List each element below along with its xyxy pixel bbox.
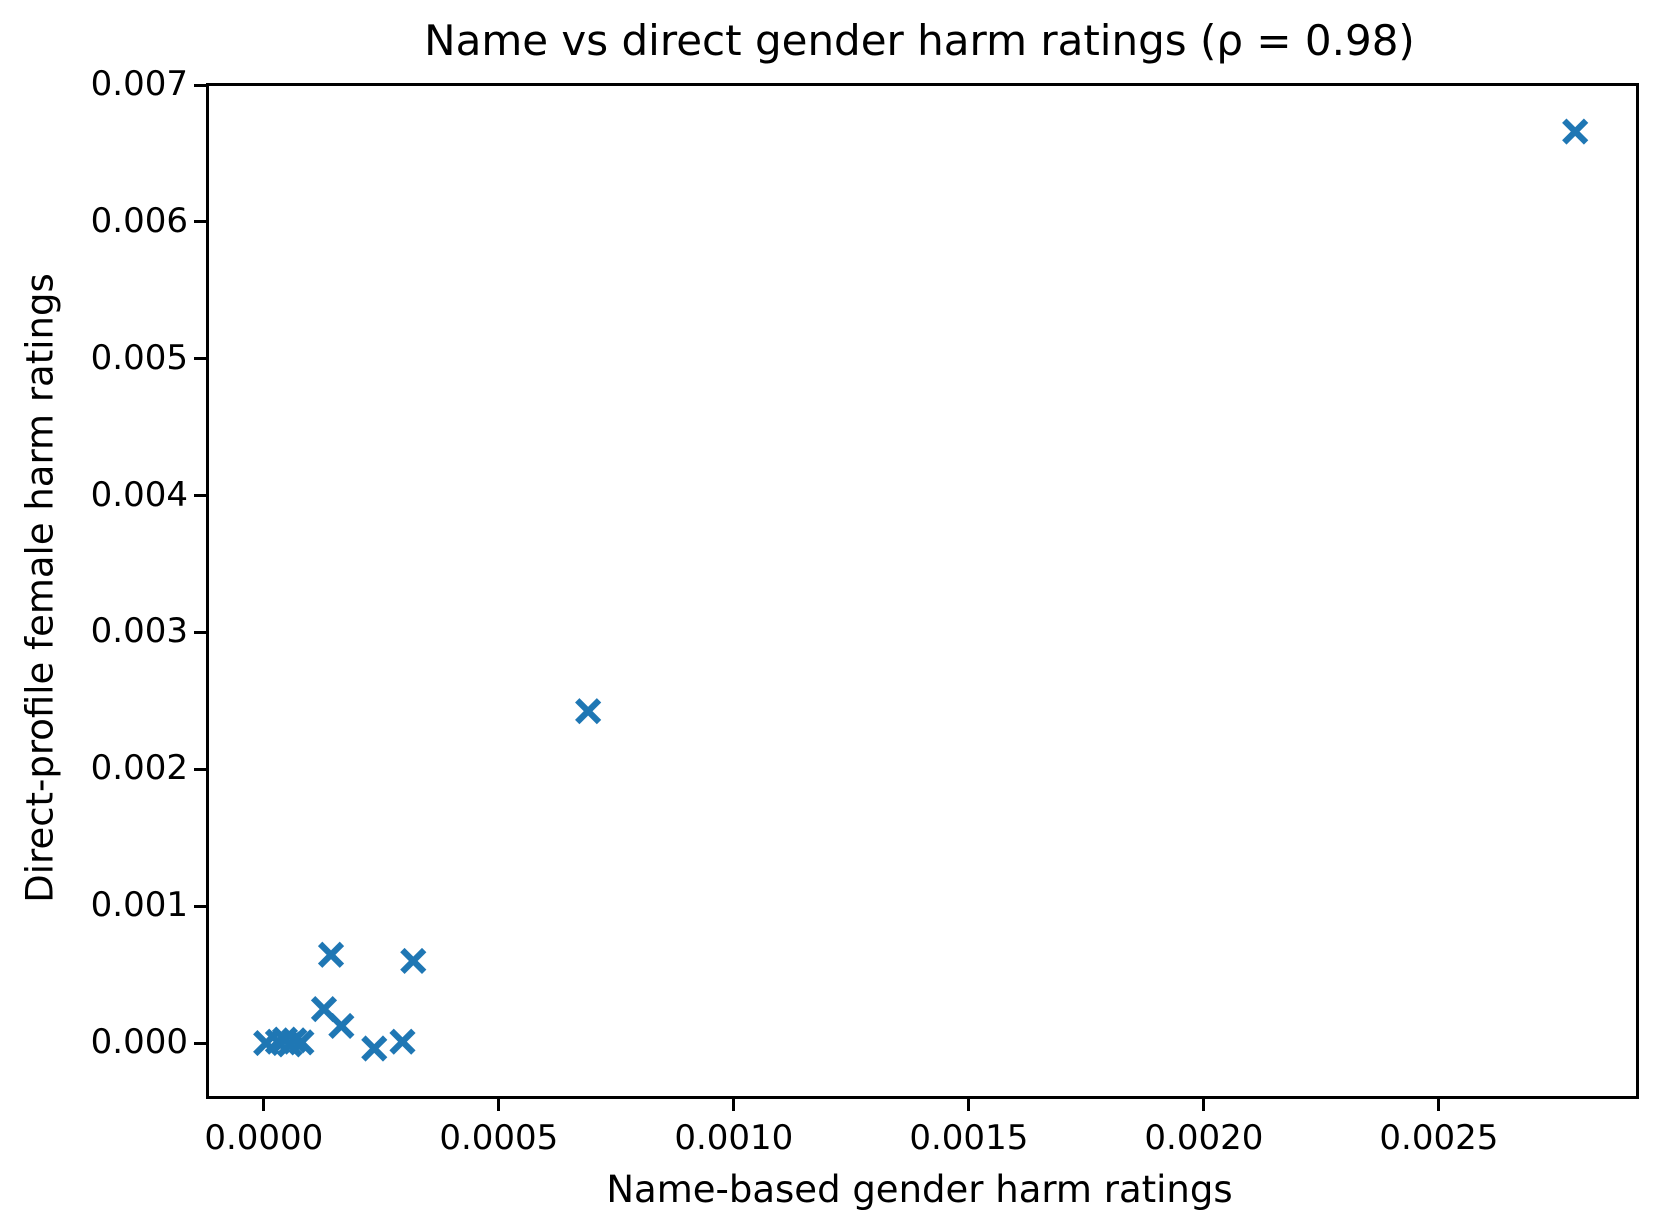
y-tick-label: 0.000 — [90, 1022, 188, 1063]
y-tick-label: 0.002 — [90, 748, 188, 789]
x-tick-mark — [1437, 1099, 1441, 1111]
data-point-marker — [281, 1027, 308, 1054]
x-tick-label: 0.0000 — [204, 1118, 324, 1158]
y-tick-label: 0.007 — [90, 64, 188, 105]
x-tick-label: 0.0005 — [439, 1118, 559, 1158]
data-point-marker — [317, 941, 345, 968]
x-tick-mark — [1202, 1099, 1206, 1111]
x-tick-label: 0.0015 — [909, 1118, 1029, 1158]
data-points-layer — [253, 118, 1589, 1062]
x-tick-mark — [967, 1099, 971, 1111]
x-axis-label: Name-based gender harm ratings — [606, 1168, 1233, 1211]
x-tick-mark — [732, 1099, 736, 1111]
y-tick-label: 0.006 — [90, 200, 188, 241]
y-tick-mark — [194, 904, 206, 908]
data-point-marker — [575, 698, 602, 725]
x-tick-mark — [497, 1099, 501, 1111]
data-point-marker — [389, 1028, 416, 1055]
y-axis-label: Direct-profile female harm ratings — [18, 273, 62, 903]
x-tick-label: 0.0025 — [1379, 1118, 1499, 1158]
y-tick-label: 0.004 — [90, 474, 188, 515]
data-point-marker — [400, 947, 427, 975]
y-tick-label: 0.003 — [90, 611, 188, 652]
y-tick-label: 0.001 — [90, 885, 188, 926]
x-tick-label: 0.0010 — [674, 1118, 794, 1158]
y-tick-mark — [194, 630, 206, 634]
y-tick-label: 0.005 — [90, 337, 188, 378]
x-tick-mark — [262, 1099, 266, 1111]
plot-area — [206, 83, 1639, 1099]
data-point-marker — [361, 1035, 388, 1062]
y-tick-mark — [194, 494, 206, 498]
data-point-marker — [1562, 118, 1589, 145]
data-point-marker — [328, 1012, 355, 1040]
y-tick-mark — [194, 1041, 206, 1045]
y-tick-mark — [194, 220, 206, 224]
y-tick-mark — [194, 83, 206, 87]
data-point-marker — [288, 1029, 315, 1056]
y-tick-mark — [194, 357, 206, 361]
chart-title: Name vs direct gender harm ratings (ρ = … — [424, 16, 1415, 65]
y-tick-mark — [194, 767, 206, 771]
x-tick-label: 0.0020 — [1144, 1118, 1264, 1158]
